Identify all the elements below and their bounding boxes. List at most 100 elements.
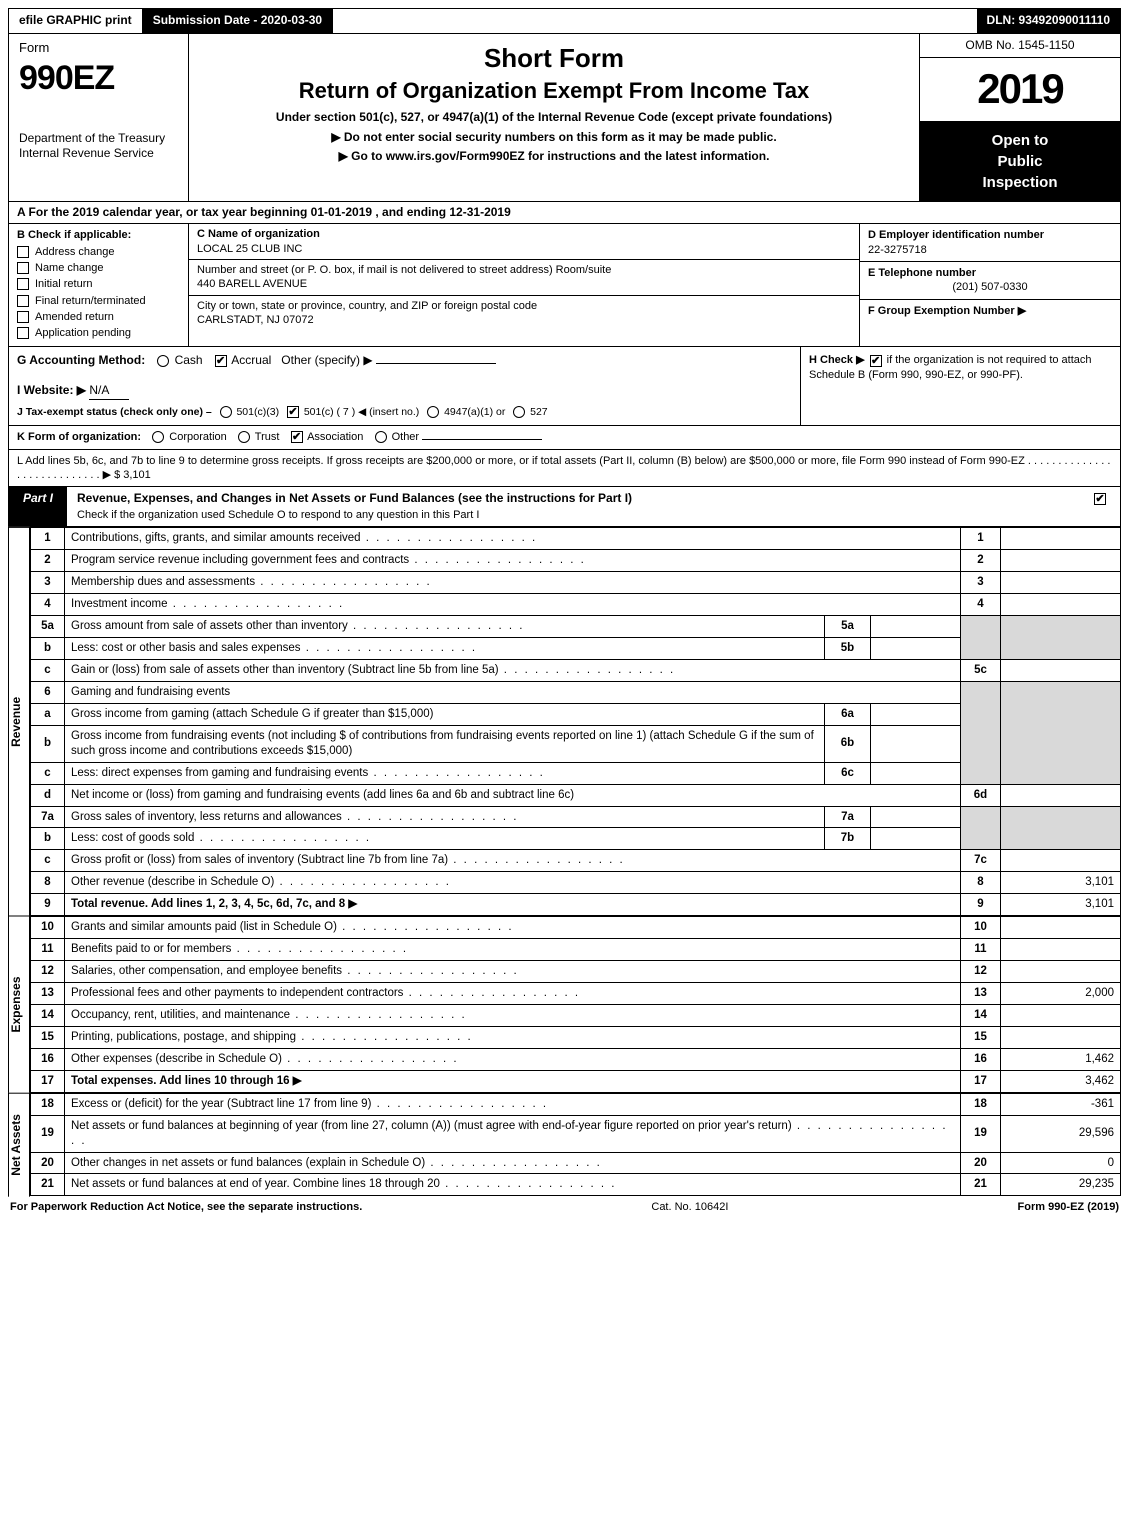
chk-label: Application pending <box>35 326 131 340</box>
header-right: OMB No. 1545-1150 2019 Open to Public In… <box>920 34 1120 201</box>
form-goto[interactable]: ▶ Go to www.irs.gov/Form990EZ for instru… <box>209 149 899 165</box>
line-rnum: 13 <box>961 983 1001 1005</box>
radio-icon[interactable] <box>427 406 439 418</box>
line-rnum: 5c <box>961 659 1001 681</box>
line-midval <box>871 806 961 828</box>
org-city: CARLSTADT, NJ 07072 <box>197 314 314 326</box>
line-3: 3 Membership dues and assessments 3 <box>31 572 1121 594</box>
line-rval: -361 <box>1001 1093 1121 1115</box>
line-num: 6 <box>31 681 65 703</box>
radio-icon[interactable] <box>238 431 250 443</box>
c-address-cell: Number and street (or P. O. box, if mail… <box>189 260 859 296</box>
line-num: c <box>31 850 65 872</box>
row-gij-left: G Accounting Method: Cash ✔ Accrual Othe… <box>9 347 800 425</box>
c-name-cell: C Name of organization LOCAL 25 CLUB INC <box>189 224 859 260</box>
i-website: I Website: ▶ N/A <box>17 383 792 400</box>
chk-amended-return[interactable]: Amended return <box>17 310 180 324</box>
chk-initial-return[interactable]: Initial return <box>17 277 180 291</box>
department-label: Department of the Treasury <box>19 131 178 147</box>
line-rnum: 14 <box>961 1004 1001 1026</box>
radio-icon[interactable] <box>375 431 387 443</box>
line-num: 2 <box>31 550 65 572</box>
c-label: C Name of organization <box>197 228 320 240</box>
radio-icon[interactable] <box>513 406 525 418</box>
line-num: 9 <box>31 894 65 916</box>
line-midbox: 5a <box>825 616 871 638</box>
part-1-label: Part I <box>9 487 67 526</box>
g-opt-cash: Cash <box>175 353 203 367</box>
line-desc: Gross sales of inventory, less returns a… <box>65 806 825 828</box>
k-other-input[interactable] <box>422 439 542 440</box>
line-rval: 3,101 <box>1001 872 1121 894</box>
checkbox-icon[interactable] <box>17 327 29 339</box>
form-title-2: Return of Organization Exempt From Incom… <box>209 77 899 106</box>
checkbox-icon[interactable]: ✔ <box>291 431 303 443</box>
line-rval <box>1001 850 1121 872</box>
efile-print-label[interactable]: efile GRAPHIC print <box>9 9 143 33</box>
checkbox-icon[interactable] <box>17 295 29 307</box>
revenue-table: 1 Contributions, gifts, grants, and simi… <box>30 527 1121 916</box>
i-label: I Website: ▶ <box>17 383 86 397</box>
checkbox-icon[interactable] <box>17 262 29 274</box>
line-num: 18 <box>31 1093 65 1115</box>
line-rval: 2,000 <box>1001 983 1121 1005</box>
checkbox-icon[interactable]: ✔ <box>870 355 882 367</box>
line-rval <box>1001 572 1121 594</box>
line-rval: 3,101 <box>1001 894 1121 916</box>
radio-icon[interactable] <box>152 431 164 443</box>
line-rnum: 9 <box>961 894 1001 916</box>
website-value: N/A <box>89 383 129 400</box>
line-num: 21 <box>31 1174 65 1196</box>
line-rval: 29,596 <box>1001 1115 1121 1152</box>
line-num: c <box>31 762 65 784</box>
line-5c: c Gain or (loss) from sale of assets oth… <box>31 659 1121 681</box>
radio-icon[interactable] <box>157 355 169 367</box>
form-number: 990EZ <box>19 56 178 100</box>
line-rnum: 19 <box>961 1115 1001 1152</box>
block-def: D Employer identification number 22-3275… <box>860 224 1120 346</box>
shade-cell <box>1001 681 1121 784</box>
line-num: 17 <box>31 1070 65 1092</box>
chk-name-change[interactable]: Name change <box>17 261 180 275</box>
checkbox-icon[interactable]: ✔ <box>287 406 299 418</box>
line-num: b <box>31 638 65 660</box>
line-rval: 29,235 <box>1001 1174 1121 1196</box>
k-opt-assoc: Association <box>307 431 363 443</box>
header-left: Form 990EZ Department of the Treasury In… <box>9 34 189 201</box>
line-desc: Other changes in net assets or fund bala… <box>65 1152 961 1174</box>
checkbox-icon[interactable]: ✔ <box>1094 493 1106 505</box>
chk-application-pending[interactable]: Application pending <box>17 326 180 340</box>
line-desc: Printing, publications, postage, and shi… <box>65 1026 961 1048</box>
line-12: 12 Salaries, other compensation, and emp… <box>31 961 1121 983</box>
chk-label: Final return/terminated <box>35 294 146 308</box>
g-other-input[interactable] <box>376 363 496 364</box>
radio-icon[interactable] <box>220 406 232 418</box>
j-opt-4947: 4947(a)(1) or <box>444 406 505 418</box>
checkbox-icon[interactable] <box>17 278 29 290</box>
block-c: C Name of organization LOCAL 25 CLUB INC… <box>189 224 860 346</box>
part-1-title-text: Revenue, Expenses, and Changes in Net As… <box>77 491 632 505</box>
line-5b: b Less: cost or other basis and sales ex… <box>31 638 1121 660</box>
org-name: LOCAL 25 CLUB INC <box>197 243 302 255</box>
chk-address-change[interactable]: Address change <box>17 245 180 259</box>
checkbox-icon[interactable] <box>17 246 29 258</box>
line-rnum: 4 <box>961 594 1001 616</box>
omb-number: OMB No. 1545-1150 <box>920 34 1120 59</box>
line-midval <box>871 616 961 638</box>
chk-final-return[interactable]: Final return/terminated <box>17 294 180 308</box>
header-center: Short Form Return of Organization Exempt… <box>189 34 920 201</box>
d-ein-cell: D Employer identification number 22-3275… <box>860 224 1120 262</box>
phone-value: (201) 507-0330 <box>868 280 1112 294</box>
g-opt-accrual: Accrual <box>231 353 271 367</box>
checkbox-icon[interactable] <box>17 311 29 323</box>
part-1-check[interactable]: ✔ <box>1080 487 1120 526</box>
chk-label: Name change <box>35 261 104 275</box>
line-desc: Grants and similar amounts paid (list in… <box>65 917 961 939</box>
line-15: 15 Printing, publications, postage, and … <box>31 1026 1121 1048</box>
line-num: d <box>31 784 65 806</box>
checkbox-icon[interactable]: ✔ <box>215 355 227 367</box>
chk-label: Amended return <box>35 310 114 324</box>
part-1-check-text: Check if the organization used Schedule … <box>77 509 479 521</box>
line-rval <box>1001 528 1121 550</box>
line-desc: Total expenses. Add lines 10 through 16 … <box>65 1070 961 1092</box>
